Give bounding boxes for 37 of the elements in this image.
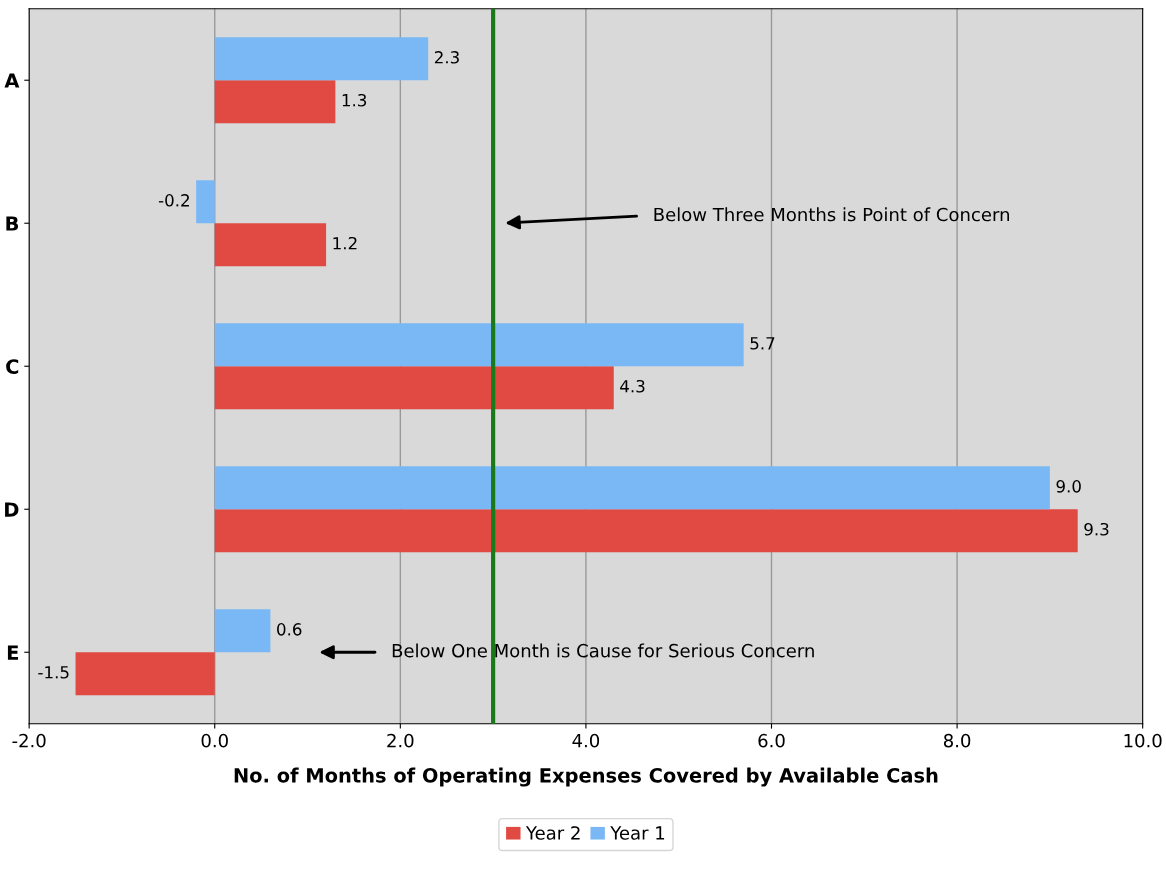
bar [214,509,1078,553]
bar [214,466,1050,510]
bar [75,652,215,696]
legend-label: Year 1 [610,826,665,840]
data-label: -1.5 [38,666,69,679]
x-tick-label: 2.0 [387,733,414,748]
data-label: 2.3 [434,51,459,64]
annotation: Below One Month is Cause for Serious Concern [392,643,814,658]
bar [214,80,336,124]
data-label: -0.2 [158,194,189,207]
bar [214,323,744,367]
bar [214,609,271,653]
data-label: 1.3 [342,93,367,107]
legend-label: Year 2 [525,826,580,840]
y-tick-label: D [5,502,19,517]
x-tick-label: 4.0 [572,733,600,748]
y-tick-label: E [7,645,18,660]
data-label: 1.2 [333,236,357,250]
y-tick-label: A [4,73,20,88]
x-tick-label: -2.0 [12,733,46,748]
bar [214,37,429,81]
bar [196,180,215,224]
bar [214,223,327,267]
bar [214,366,614,410]
data-label: 9.3 [1084,522,1109,536]
data-label: 5.7 [750,337,775,350]
data-label: 4.3 [620,379,645,393]
x-tick-label: 10.0 [1124,733,1162,748]
data-label: 9.0 [1056,480,1081,493]
x-tick-label: 0.0 [201,733,228,748]
y-tick-label: B [6,216,19,231]
x-tick-label: 6.0 [758,733,785,748]
x-axis-title: No. of Months of Operating Expenses Covered by Available Cash [234,767,938,787]
annotation: Below Three Months is Point of Concern [654,207,1009,222]
x-tick-label: 8.0 [943,733,971,748]
data-label: 0.6 [277,623,302,636]
y-tick-label: C [6,359,19,374]
